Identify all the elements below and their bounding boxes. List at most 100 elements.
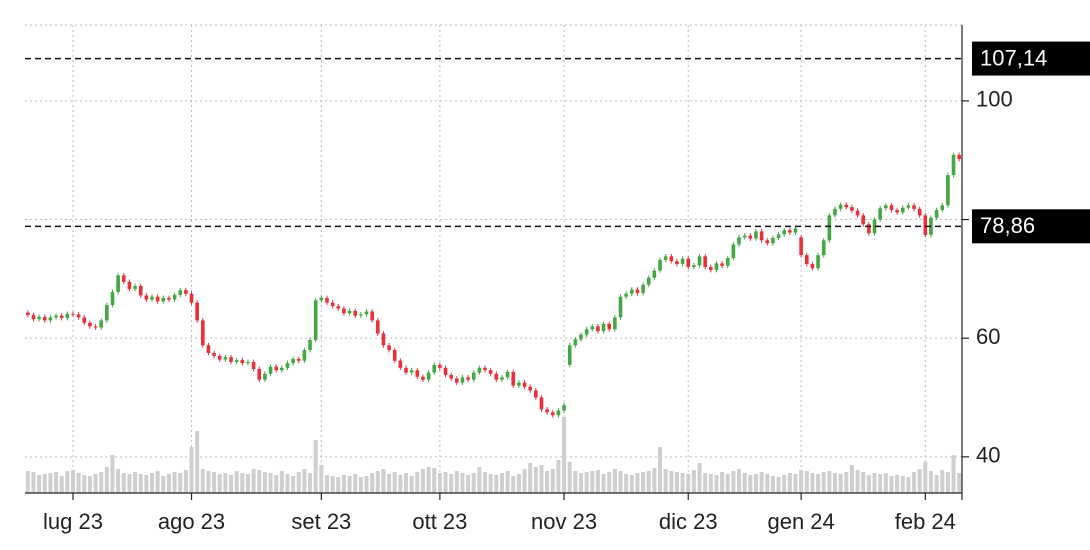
volume-bar [460,473,465,493]
candle-body [579,334,583,340]
volume-bar [466,475,471,493]
volume-bar [437,473,442,493]
candle-body [788,230,792,233]
volume-bar [240,473,245,493]
volume-bar [65,471,70,493]
volume-bar [567,462,572,493]
candle-body [652,270,657,278]
candle-body [71,313,75,315]
candle-body [76,314,81,318]
volume-bar [669,471,674,493]
candle-body [274,366,278,371]
volume-bar [578,473,584,493]
candle-body [375,320,380,334]
candle-body [528,386,532,391]
volume-bar [302,469,307,493]
candle-body [709,267,713,270]
x-tick-label: ott 23 [412,509,467,534]
candle-body [302,350,307,361]
volume-bar [285,474,290,493]
candle-body [596,326,600,332]
candle-body [336,306,341,309]
volume-bar [928,471,933,493]
candle-body [838,204,843,209]
volume-bar [206,471,211,493]
candle-body [861,215,866,225]
candle-body [438,364,442,368]
candle-body [488,370,493,374]
candle-body [782,230,787,235]
volume-bar [296,472,301,493]
volume-bar [787,473,792,493]
volume-bar [426,467,431,493]
volume-bar [245,474,250,493]
volume-bar [223,473,228,493]
candle-body [895,210,899,213]
volume-bar [234,471,239,493]
candle-body [296,358,301,361]
candle-body [167,297,171,300]
volume-bar [494,475,499,493]
candle-body [313,300,318,340]
candle-body [263,373,267,380]
volume-bar [595,470,600,493]
candle-body [483,367,487,371]
candle-body [93,326,98,328]
candle-body [392,350,397,361]
candle-body [172,294,177,300]
candle-body [771,237,775,244]
volume-bar [392,472,397,493]
x-tick-label: nov 23 [531,509,597,534]
candle-body [725,258,730,266]
volume-bar [556,460,561,493]
candle-body [720,263,724,266]
volume-bar [195,431,200,493]
candle-body [460,377,465,383]
volume-bar [403,473,409,493]
volume-bar [827,471,832,493]
candle-body [494,373,499,380]
volume-bar [313,440,318,493]
volume-bar [945,472,950,493]
volume-bar [76,473,81,493]
candle-body [737,237,741,245]
candle-body [833,208,837,216]
volume-bar [686,474,691,493]
volume-bar [917,469,922,493]
candle-body [629,289,634,294]
volume-bar [911,472,917,493]
volume-bar [87,476,92,493]
volume-bar [505,471,510,493]
candle-body [206,345,211,354]
candle-body [477,367,482,373]
volume-bar [291,476,296,493]
volume-bar [607,472,612,493]
candle-body [917,208,922,216]
volume-bar [957,473,962,493]
volume-bar [144,475,149,493]
volume-bar [274,475,279,493]
volume-bar [765,474,770,493]
volume-bar [799,470,804,493]
x-tick-label: feb 24 [895,509,956,534]
candle-body [556,410,561,416]
candle-body [161,297,166,302]
volume-bar [657,447,663,493]
volume-bar [821,472,826,493]
candle-body [110,291,115,305]
volume-bar [737,469,742,493]
volume-bar [121,473,126,493]
candle-body [88,322,92,327]
candle-body [872,219,877,234]
candle-body [65,313,70,319]
candle-body [946,175,950,206]
candle-body [618,296,623,318]
volume-bar [816,474,821,493]
volume-bar [849,465,854,493]
candle-body [844,204,849,208]
candle-body [804,255,809,265]
candle-body [562,405,566,411]
candle-body [776,234,781,238]
volume-bar [545,471,550,493]
volume-bar [753,474,759,493]
